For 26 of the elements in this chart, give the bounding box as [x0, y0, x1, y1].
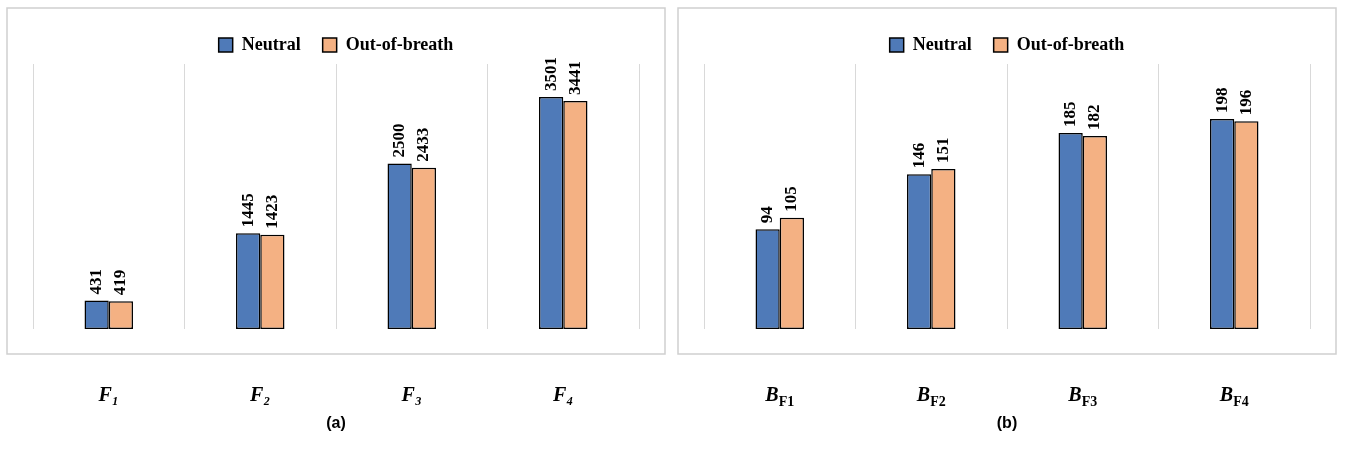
data-label: 419 — [110, 269, 130, 296]
legend-label: Neutral — [241, 33, 301, 54]
data-label: 151 — [932, 137, 952, 163]
text: (a) — [325, 414, 347, 432]
data-label: 198 — [1211, 87, 1231, 114]
data-label: 3441 — [564, 61, 584, 96]
data-label: 146 — [908, 142, 928, 169]
data-label: 185 — [1060, 101, 1080, 127]
data-label: 1423 — [261, 194, 281, 229]
x-tick-label: F₄ — [552, 383, 574, 405]
x-tick-label: F₃ — [400, 383, 422, 405]
data-label: 1445 — [237, 193, 257, 228]
data-label: 2500 — [389, 123, 409, 158]
data-label: 431 — [86, 268, 106, 295]
legend-label: Out-of-breath — [345, 33, 454, 54]
data-label: 196 — [1235, 89, 1255, 116]
legend-label: Out-of-breath — [1016, 33, 1125, 54]
x-tick-label: F₂ — [249, 383, 271, 405]
legend-label: Neutral — [912, 33, 972, 54]
data-label: 3501 — [540, 57, 560, 92]
data-label: 105 — [781, 186, 801, 212]
x-tick-label: F₁ — [97, 383, 119, 405]
data-label: 2433 — [413, 127, 433, 162]
text: (b) — [995, 414, 1019, 432]
data-label: 182 — [1084, 104, 1104, 131]
data-label: 94 — [757, 205, 777, 224]
